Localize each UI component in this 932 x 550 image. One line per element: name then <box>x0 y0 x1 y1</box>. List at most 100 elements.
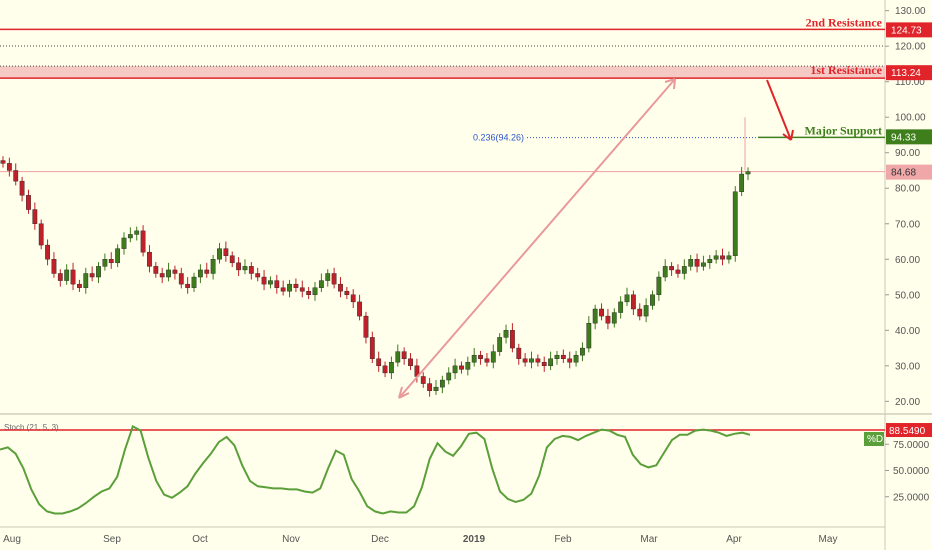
candle-body <box>580 347 585 356</box>
projection-arrow <box>398 78 676 399</box>
candle-body <box>739 173 745 192</box>
candle <box>217 242 222 264</box>
candle-body <box>6 163 12 171</box>
candle <box>166 262 171 282</box>
candle-body <box>490 351 496 363</box>
candle <box>102 253 108 271</box>
candle-body <box>376 358 382 367</box>
candle-body <box>427 383 433 391</box>
candle <box>650 290 655 310</box>
resistance-label: 1st Resistance <box>810 63 882 77</box>
candle <box>70 262 76 291</box>
stoch-series-tag-text: %D <box>867 434 883 445</box>
candle-body <box>172 269 178 274</box>
annotations <box>398 78 794 399</box>
candle-body <box>77 283 82 288</box>
candle-body <box>459 365 464 370</box>
candle <box>268 276 273 289</box>
candle <box>280 280 286 296</box>
candle <box>567 351 573 369</box>
candle <box>382 361 388 378</box>
stochastic-panel: Stoch (21, 5, 3) %D <box>0 423 885 515</box>
candle <box>707 255 713 269</box>
candle-body <box>605 315 611 324</box>
candle-body <box>363 315 369 338</box>
candle-body <box>338 283 343 292</box>
price-tick-label: 30.00 <box>895 361 920 372</box>
candle-body <box>312 287 318 295</box>
resistance-price-tag <box>886 22 932 38</box>
fib-label: 0.236(94.26) <box>473 133 524 143</box>
candle-body <box>611 312 617 324</box>
candle <box>599 303 604 321</box>
candle-body <box>357 301 362 317</box>
candle-body <box>344 291 350 295</box>
candle-body <box>745 171 751 175</box>
candle <box>51 252 57 278</box>
time-tick-label: 2019 <box>463 534 486 545</box>
candle <box>242 259 248 275</box>
candle-body <box>248 266 254 274</box>
candle-body <box>38 223 44 246</box>
candle <box>306 286 312 300</box>
candle <box>739 166 745 197</box>
candle-body <box>389 362 394 374</box>
candle <box>669 262 674 276</box>
candle <box>573 350 579 367</box>
stoch-d-line <box>0 424 751 515</box>
projection-arrow-head <box>664 78 676 90</box>
candle-body <box>592 308 598 324</box>
candle <box>516 343 522 365</box>
candle <box>26 189 31 214</box>
candle-body <box>134 230 140 235</box>
support-price-tag <box>886 129 932 145</box>
price-axis[interactable]: 130.00 120.00 110.00 100.00 90.00 80.00 70.00 6… <box>885 6 932 503</box>
candle <box>701 255 706 271</box>
candle-body <box>484 358 490 363</box>
candle-body <box>299 287 305 292</box>
candle <box>248 262 254 280</box>
time-axis[interactable]: Aug Sep Oct Nov Dec 2019 Feb Mar Apr May <box>0 526 885 545</box>
candle <box>465 356 471 376</box>
candle-body <box>650 294 655 306</box>
candle <box>637 303 643 321</box>
candle <box>446 367 452 385</box>
candle-body <box>147 251 152 267</box>
candle-body <box>560 354 566 359</box>
time-tick-label: May <box>819 534 838 545</box>
candle-body <box>630 294 636 310</box>
candle <box>420 372 426 388</box>
candle-body <box>726 255 732 260</box>
candle <box>134 226 140 241</box>
candle <box>618 296 624 319</box>
candle-body <box>210 259 216 274</box>
time-tick-label: Dec <box>371 534 389 545</box>
candle-body <box>197 269 203 278</box>
candle-body <box>732 191 738 256</box>
candle-body <box>662 266 668 278</box>
candle-body <box>236 262 241 271</box>
candle <box>64 264 70 285</box>
price-tick-label: 130.00 <box>895 6 926 17</box>
candle-body <box>503 330 509 338</box>
candle <box>363 311 369 344</box>
candle <box>96 262 101 284</box>
candle-body <box>701 262 706 267</box>
candle <box>630 290 636 316</box>
candle <box>624 287 630 307</box>
candle-body <box>204 269 210 274</box>
last-price-tag <box>886 164 932 180</box>
candle-body <box>720 255 725 260</box>
candle <box>57 269 63 287</box>
candle-body <box>471 354 477 363</box>
candle-body <box>350 294 356 303</box>
resistance-zone <box>0 66 885 79</box>
candle-body <box>382 365 388 374</box>
candle <box>535 354 541 367</box>
candle-body <box>0 160 6 164</box>
candle-body <box>83 273 89 288</box>
candle <box>255 267 261 282</box>
candle-body <box>217 248 222 260</box>
candle <box>293 278 299 292</box>
